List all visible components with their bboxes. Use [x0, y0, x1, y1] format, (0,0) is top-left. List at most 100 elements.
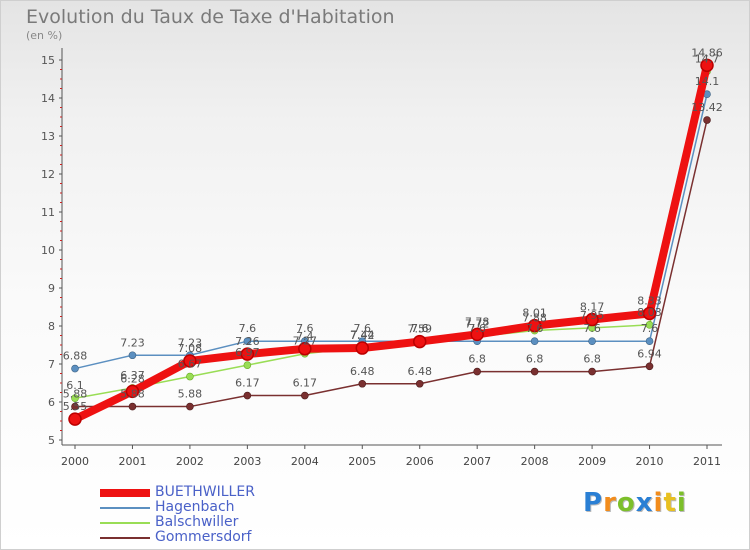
- data-label-gommersdorf: 5.88: [120, 388, 145, 401]
- x-tick-label: 2003: [233, 455, 261, 468]
- legend-swatch: [100, 507, 150, 509]
- data-point-hagenbach: [588, 337, 596, 346]
- y-tick-label: 6: [48, 396, 55, 409]
- data-label-balschwiller: 7.6: [411, 322, 429, 335]
- data-label-balschwiller: 7.95: [580, 309, 605, 322]
- data-point-gommersdorf: [415, 379, 424, 388]
- data-point-hagenbach: [530, 337, 539, 346]
- data-label-buethwiller: 7.4: [296, 330, 314, 343]
- data-point-gommersdorf: [645, 362, 654, 371]
- data-label-buethwiller: 14.86: [691, 46, 723, 59]
- data-label-buethwiller: 7.26: [235, 335, 260, 348]
- legend-label: Hagenbach: [155, 499, 235, 515]
- data-label-hagenbach: 14.1: [695, 75, 720, 88]
- y-tick-label: 14: [41, 92, 55, 105]
- data-point-gommersdorf: [588, 367, 596, 376]
- data-point-buethwiller: [470, 327, 484, 342]
- logo-letter: r: [603, 488, 617, 518]
- data-label-buethwiller: 6.28: [120, 372, 145, 385]
- chart-subtitle: (en %): [26, 29, 63, 42]
- data-label-buethwiller: 8.01: [522, 307, 547, 320]
- data-label-buethwiller: 7.08: [178, 342, 203, 355]
- data-point-hagenbach: [243, 337, 252, 346]
- data-label-hagenbach: 7.6: [354, 322, 372, 335]
- data-point-hagenbach: [71, 364, 79, 373]
- data-point-buethwiller: [585, 312, 599, 327]
- data-label-balschwiller: 6.1: [66, 379, 84, 392]
- data-point-buethwiller: [700, 58, 714, 73]
- data-label-balschwiller: 7.72: [465, 318, 490, 331]
- legend-item-buethwiller: BUETHWILLER: [100, 484, 300, 500]
- data-point-buethwiller: [240, 347, 255, 361]
- data-point-balschwiller: [186, 372, 194, 381]
- data-label-hagenbach: 7.6: [526, 322, 544, 335]
- data-label-hagenbach: 7.23: [120, 336, 145, 349]
- y-tick-label: 13: [41, 130, 55, 143]
- series-line-buethwiller: [71, 61, 711, 424]
- data-label-buethwiller: 7.78: [465, 315, 490, 328]
- data-point-gommersdorf: [128, 402, 137, 411]
- data-label-gommersdorf: 13.42: [691, 101, 723, 114]
- x-tick-label: 2008: [521, 455, 549, 468]
- data-label-gommersdorf: 6.94: [637, 347, 662, 360]
- data-point-gommersdorf: [243, 391, 252, 400]
- legend-label: Balschwiller: [155, 514, 239, 530]
- data-label-gommersdorf: 6.8: [526, 353, 544, 366]
- y-tick-label: 10: [41, 244, 55, 257]
- data-label-gommersdorf: 6.48: [407, 365, 432, 378]
- logo-letter: t: [663, 488, 677, 518]
- data-label-balschwiller: 14.7: [695, 52, 720, 65]
- y-tick-label: 7: [48, 358, 55, 371]
- data-label-balschwiller: 7.88: [522, 312, 547, 325]
- y-tick-label: 11: [41, 206, 55, 219]
- data-point-gommersdorf: [358, 379, 367, 388]
- data-label-balschwiller: 7.44: [350, 328, 375, 341]
- data-label-buethwiller: 8.17: [580, 301, 605, 314]
- data-label-buethwiller: 7.59: [407, 323, 432, 336]
- data-point-buethwiller: [68, 412, 82, 426]
- x-tick-label: 2002: [176, 455, 204, 468]
- y-tick-label: 5: [48, 434, 55, 447]
- data-point-gommersdorf: [301, 391, 309, 400]
- data-label-balschwiller: 8.03: [637, 306, 662, 319]
- series-line-balschwiller: [74, 70, 708, 399]
- x-tick-label: 2004: [291, 455, 319, 468]
- proxiti-logo: Proxiti: [583, 488, 687, 518]
- data-label-balschwiller: 6.97: [235, 346, 260, 359]
- data-point-gommersdorf: [71, 402, 79, 411]
- data-label-gommersdorf: 6.48: [350, 365, 375, 378]
- data-point-buethwiller: [183, 354, 197, 368]
- legend-label: BUETHWILLER: [155, 484, 255, 500]
- data-point-gommersdorf: [703, 116, 711, 124]
- x-tick-label: 2011: [693, 455, 721, 468]
- legend-label: Gommersdorf: [155, 529, 252, 545]
- data-label-gommersdorf: 5.88: [63, 388, 88, 401]
- data-label-balschwiller: 7.27: [293, 335, 318, 348]
- x-tick-label: 2000: [61, 455, 89, 468]
- data-point-gommersdorf: [473, 367, 481, 376]
- data-label-hagenbach: 7.6: [411, 322, 429, 335]
- logo-letter: i: [676, 488, 687, 518]
- data-point-hagenbach: [645, 337, 654, 346]
- legend-swatch: [100, 489, 150, 497]
- chart-title: Evolution du Taux de Taxe d'Habitation: [26, 6, 395, 28]
- data-label-hagenbach: 7.6: [239, 322, 257, 335]
- x-tick-label: 2010: [636, 455, 664, 468]
- data-label-hagenbach: 7.6: [641, 322, 659, 335]
- data-point-buethwiller: [298, 342, 312, 356]
- y-tick-label: 9: [48, 282, 55, 295]
- data-point-buethwiller: [412, 334, 427, 349]
- x-tick-label: 2009: [578, 455, 606, 468]
- data-label-hagenbach: 6.88: [63, 350, 88, 363]
- data-label-hagenbach: 7.6: [296, 322, 314, 335]
- data-point-hagenbach: [128, 351, 137, 360]
- data-point-balschwiller: [243, 361, 252, 369]
- data-point-buethwiller: [355, 341, 370, 355]
- data-point-gommersdorf: [530, 367, 539, 376]
- data-label-hagenbach: 7.23: [178, 336, 203, 349]
- data-point-buethwiller: [125, 384, 140, 399]
- y-tick-label: 12: [41, 168, 55, 181]
- legend-item-hagenbach: Hagenbach: [100, 499, 300, 515]
- data-point-buethwiller: [642, 306, 657, 321]
